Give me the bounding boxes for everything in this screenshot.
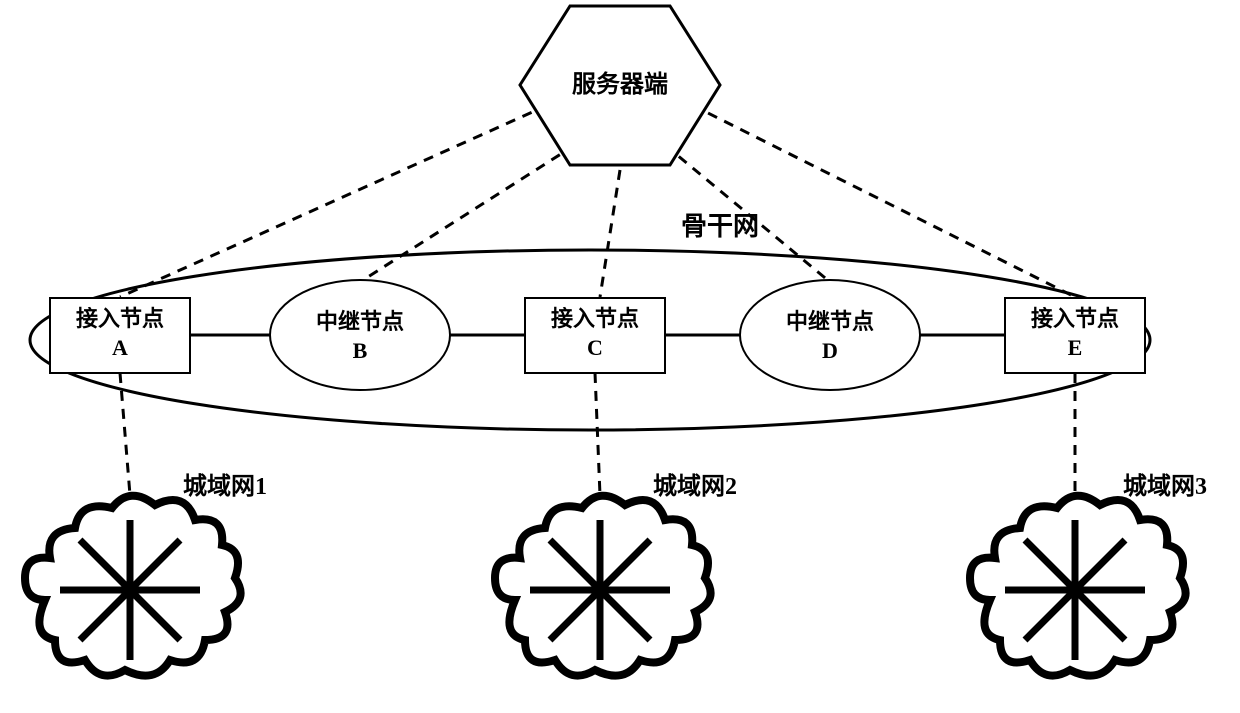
node-d-line1: 中继节点 bbox=[786, 309, 874, 334]
edge-server-e bbox=[692, 105, 1075, 297]
cloud-man1 bbox=[25, 496, 241, 676]
node-e-label: 接入节点 E bbox=[1005, 305, 1145, 362]
node-d-line2: D bbox=[822, 338, 838, 363]
cloud-man3 bbox=[970, 496, 1186, 676]
node-c-line1: 接入节点 bbox=[551, 306, 639, 331]
man3-label: 城域网3 bbox=[1105, 472, 1225, 503]
edge-c-man2 bbox=[595, 373, 600, 495]
edge-server-b bbox=[360, 145, 575, 282]
node-a-line2: A bbox=[112, 335, 128, 360]
node-e-line1: 接入节点 bbox=[1031, 306, 1119, 331]
network-diagram: 服务器端 骨干网 接入节点 A 中继节点 B 接入节点 C 中继节点 D 接入节… bbox=[0, 0, 1240, 713]
edge-server-c bbox=[600, 170, 620, 297]
node-a-label: 接入节点 A bbox=[50, 305, 190, 362]
node-b-line1: 中继节点 bbox=[316, 309, 404, 334]
node-e-line2: E bbox=[1068, 335, 1083, 360]
backbone-label: 骨干网 bbox=[660, 210, 780, 244]
node-a-line1: 接入节点 bbox=[76, 306, 164, 331]
node-c-line2: C bbox=[587, 335, 603, 360]
cloud-man2 bbox=[495, 496, 711, 676]
node-b-line2: B bbox=[353, 338, 368, 363]
node-d-label: 中继节点 D bbox=[760, 308, 900, 365]
node-b-label: 中继节点 B bbox=[290, 308, 430, 365]
server-label: 服务器端 bbox=[545, 70, 695, 101]
man1-label: 城域网1 bbox=[165, 472, 285, 503]
edge-server-a bbox=[120, 105, 548, 297]
node-c-label: 接入节点 C bbox=[525, 305, 665, 362]
man2-label: 城域网2 bbox=[635, 472, 755, 503]
